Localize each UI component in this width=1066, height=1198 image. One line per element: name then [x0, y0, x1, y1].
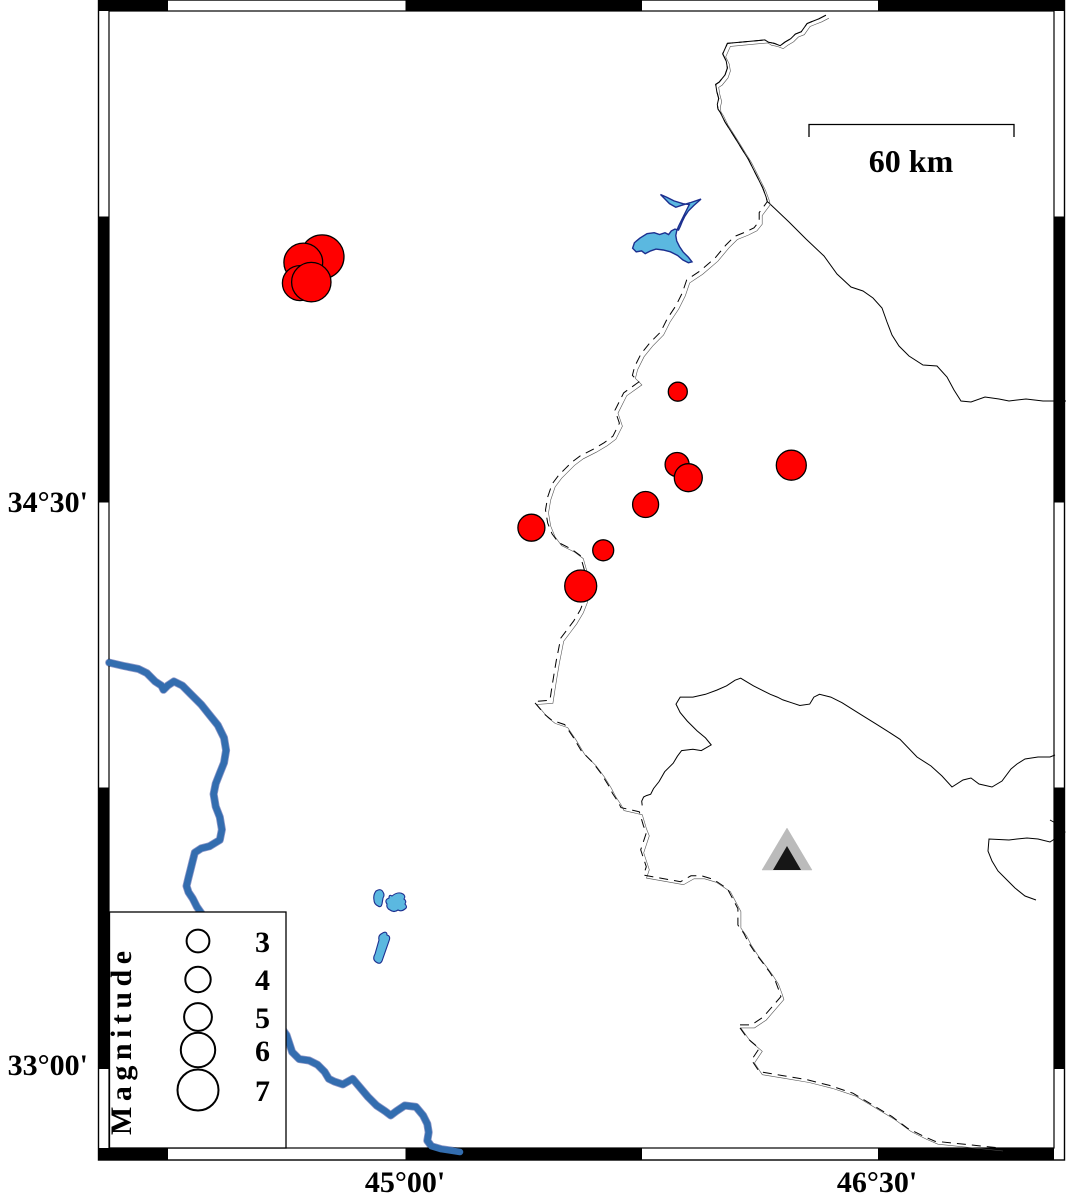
svg-text:7: 7 [255, 1075, 270, 1108]
svg-text:Magnitude: Magnitude [105, 945, 138, 1135]
svg-text:60 km: 60 km [869, 143, 954, 179]
svg-text:6: 6 [255, 1035, 270, 1068]
svg-text:46°30': 46°30' [837, 1166, 917, 1198]
svg-text:3: 3 [255, 926, 270, 959]
svg-text:45°00': 45°00' [365, 1166, 445, 1198]
svg-text:4: 4 [255, 964, 270, 997]
svg-text:34°30': 34°30' [8, 486, 88, 519]
svg-text:5: 5 [255, 1002, 270, 1035]
svg-text:33°00': 33°00' [8, 1049, 88, 1082]
